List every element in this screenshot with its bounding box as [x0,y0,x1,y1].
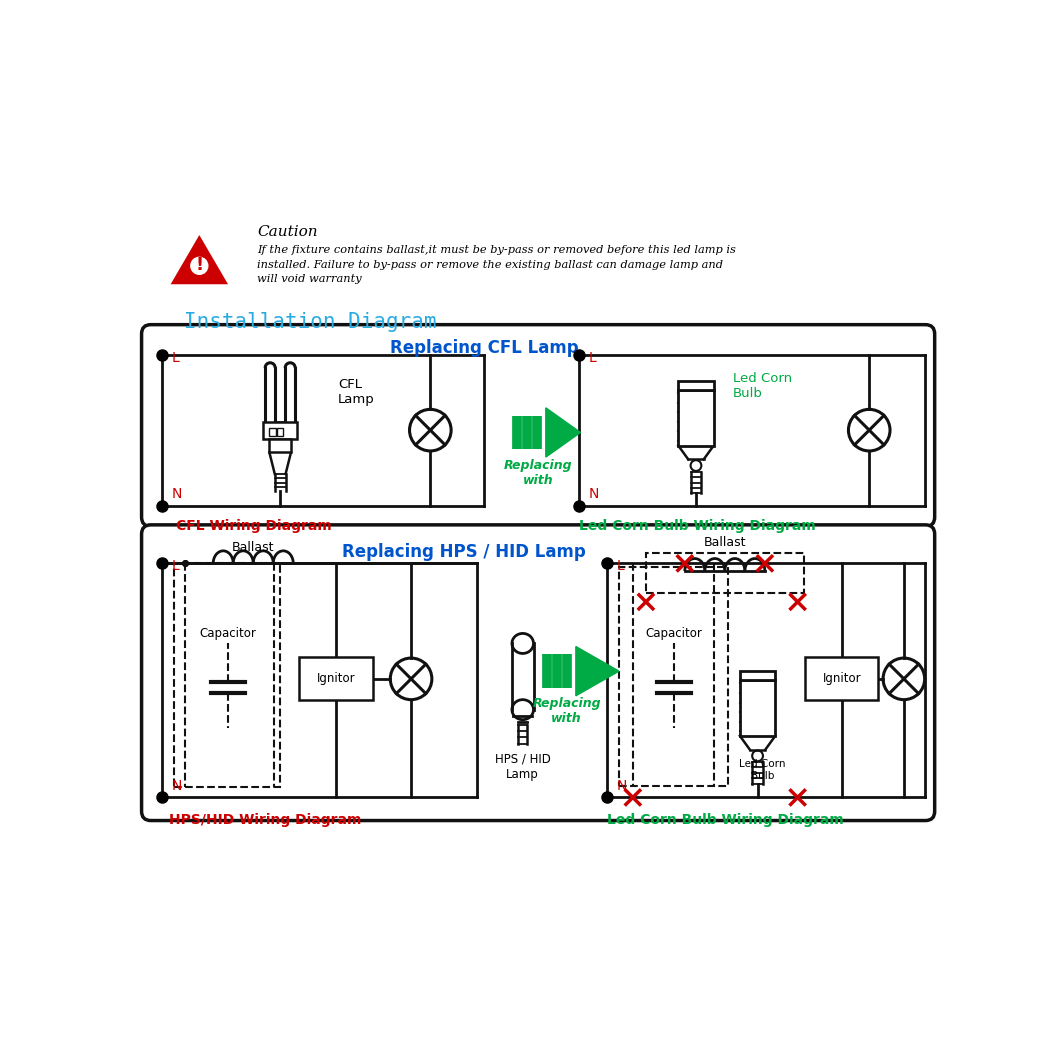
Text: CFL Wiring Diagram: CFL Wiring Diagram [176,519,332,532]
Text: Led Corn
Bulb: Led Corn Bulb [739,759,785,780]
Text: Ignitor: Ignitor [822,672,861,685]
Text: N: N [616,779,627,793]
FancyBboxPatch shape [740,671,775,680]
FancyBboxPatch shape [142,525,934,820]
Text: Ballast: Ballast [232,541,274,554]
Text: Ignitor: Ignitor [317,672,355,685]
FancyBboxPatch shape [270,439,291,453]
Polygon shape [575,647,618,696]
FancyBboxPatch shape [299,657,373,699]
Text: L: L [616,559,625,572]
Text: HPS / HID
Lamp: HPS / HID Lamp [495,753,550,781]
FancyBboxPatch shape [740,680,775,736]
Text: !: ! [195,256,204,274]
Text: L: L [171,351,180,364]
FancyBboxPatch shape [805,657,879,699]
Text: Installation Diagram: Installation Diagram [184,312,437,333]
Text: Replacing CFL Lamp: Replacing CFL Lamp [390,339,579,357]
Text: Replacing HPS / HID Lamp: Replacing HPS / HID Lamp [341,543,585,562]
Text: Caution: Caution [257,225,318,238]
Text: L: L [171,559,180,572]
Text: Capacitor: Capacitor [200,627,256,639]
Text: Replacing
with: Replacing with [532,697,601,726]
FancyBboxPatch shape [142,324,934,526]
Text: Ballast: Ballast [704,536,747,549]
Text: L: L [588,351,596,364]
Text: If the fixture contains ballast,it must be by-pass or removed before this led la: If the fixture contains ballast,it must … [257,246,736,285]
Text: Replacing
with: Replacing with [504,459,572,486]
FancyBboxPatch shape [264,422,297,439]
Polygon shape [167,231,232,287]
Polygon shape [546,407,581,457]
Text: Capacitor: Capacitor [645,627,702,639]
Circle shape [191,257,208,274]
Text: N: N [171,487,182,501]
Text: Led Corn Bulb Wiring Diagram: Led Corn Bulb Wiring Diagram [607,813,844,826]
Text: N: N [588,487,598,501]
FancyBboxPatch shape [678,391,714,445]
FancyBboxPatch shape [277,427,284,436]
Text: N: N [171,779,182,793]
Text: Led Corn
Bulb: Led Corn Bulb [733,373,792,400]
Text: CFL
Lamp: CFL Lamp [338,378,375,405]
Text: Led Corn Bulb Wiring Diagram: Led Corn Bulb Wiring Diagram [579,519,816,532]
FancyBboxPatch shape [678,381,714,391]
Text: HPS/HID Wiring Diagram: HPS/HID Wiring Diagram [168,813,361,826]
FancyBboxPatch shape [270,427,275,436]
